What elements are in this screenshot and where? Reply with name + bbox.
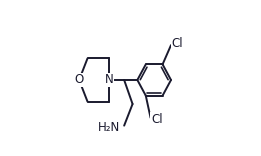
Text: H₂N: H₂N xyxy=(98,121,121,134)
Text: N: N xyxy=(105,73,114,86)
Text: O: O xyxy=(74,73,84,86)
Text: Cl: Cl xyxy=(171,37,183,50)
Text: Cl: Cl xyxy=(151,113,163,126)
